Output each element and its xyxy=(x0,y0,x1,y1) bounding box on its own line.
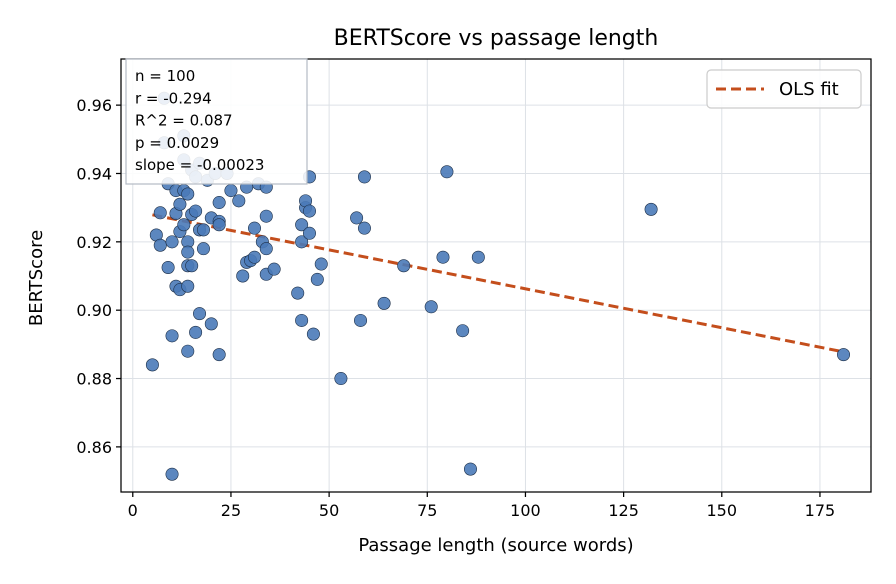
data-point xyxy=(248,250,262,264)
fit-layer xyxy=(152,213,844,354)
stats-box: n = 100 r = -0.294 R^2 = 0.087 p = 0.0029 sl… xyxy=(125,58,308,185)
stats-line: p = 0.0029 xyxy=(135,134,219,152)
data-point xyxy=(193,307,207,321)
data-point xyxy=(185,259,199,273)
y-tick-label: 0.90 xyxy=(76,301,112,320)
x-tick-label: 100 xyxy=(510,501,541,520)
data-point xyxy=(232,194,246,208)
data-point xyxy=(436,250,450,264)
data-point xyxy=(212,218,226,232)
data-point xyxy=(471,250,485,264)
data-point xyxy=(314,257,328,271)
data-point xyxy=(165,467,179,481)
x-axis-label: Passage length (source words) xyxy=(358,535,633,556)
stats-box-background xyxy=(125,58,308,185)
x-tick-label: 125 xyxy=(608,501,639,520)
x-tick-label: 0 xyxy=(128,501,138,520)
stats-line: R^2 = 0.087 xyxy=(135,112,233,130)
data-point xyxy=(456,324,470,338)
data-point xyxy=(189,204,203,218)
data-point xyxy=(153,206,167,220)
y-tick-label: 0.96 xyxy=(76,96,112,115)
data-point xyxy=(350,211,364,225)
data-point xyxy=(357,221,371,235)
data-point xyxy=(204,317,218,331)
data-point xyxy=(357,170,371,184)
y-axis-label: BERTScore xyxy=(26,230,47,326)
data-point xyxy=(295,218,309,232)
data-point xyxy=(463,462,477,476)
data-point xyxy=(153,238,167,252)
data-point xyxy=(177,218,191,232)
data-point xyxy=(306,327,320,341)
stats-line: n = 100 xyxy=(135,67,195,85)
data-point xyxy=(295,235,309,249)
data-point xyxy=(267,262,281,276)
data-point xyxy=(212,196,226,210)
data-point xyxy=(189,325,203,339)
data-point xyxy=(440,165,454,179)
x-tick-label: 175 xyxy=(805,501,836,520)
stats-line: slope = -0.00023 xyxy=(135,156,264,174)
stats-lines: n = 100 r = -0.294 R^2 = 0.087 p = 0.0029 sl… xyxy=(135,67,264,174)
data-point xyxy=(165,329,179,343)
y-tick-label: 0.86 xyxy=(76,438,112,457)
data-point xyxy=(397,259,411,273)
data-point xyxy=(181,344,195,358)
data-point xyxy=(165,235,179,249)
x-tick-label: 25 xyxy=(221,501,241,520)
legend-frame xyxy=(706,69,862,109)
data-point xyxy=(173,197,187,211)
data-point xyxy=(236,269,250,283)
plot-frame xyxy=(120,58,872,493)
data-point xyxy=(161,260,175,274)
data-point xyxy=(181,279,195,293)
data-point xyxy=(291,286,305,300)
y-tick-label: 0.92 xyxy=(76,233,112,252)
legend-entry-ols-fit: OLS fit xyxy=(779,79,839,100)
data-point xyxy=(310,272,324,286)
data-point xyxy=(181,187,195,201)
legend: OLS fit xyxy=(706,69,862,109)
y-tick-label: 0.94 xyxy=(76,164,112,183)
data-point xyxy=(212,348,226,362)
data-point xyxy=(145,358,159,372)
data-point xyxy=(196,223,210,237)
data-point xyxy=(259,209,273,223)
data-point xyxy=(295,313,309,327)
data-point xyxy=(644,202,658,216)
data-point xyxy=(334,372,348,386)
data-point xyxy=(196,242,210,256)
data-point xyxy=(354,313,368,327)
data-point xyxy=(181,245,195,259)
x-tick-label: 75 xyxy=(417,501,437,520)
data-point xyxy=(302,204,316,218)
data-point xyxy=(224,184,238,198)
x-tick-label: 150 xyxy=(707,501,738,520)
data-point xyxy=(259,242,273,256)
data-point xyxy=(424,300,438,314)
data-point xyxy=(377,296,391,310)
data-point xyxy=(248,221,262,235)
y-axis-ticks: 0.86 0.88 0.90 0.92 0.94 0.96 xyxy=(76,96,121,457)
ols-fit-line xyxy=(152,213,844,354)
stats-line: r = -0.294 xyxy=(135,89,212,107)
data-point xyxy=(837,348,851,362)
x-tick-label: 50 xyxy=(319,501,339,520)
data-point xyxy=(302,226,316,240)
x-axis-ticks: 0 25 50 75 100 125 150 175 xyxy=(128,492,836,520)
y-tick-label: 0.88 xyxy=(76,370,112,389)
chart-title: BERTScore vs passage length xyxy=(334,26,659,51)
